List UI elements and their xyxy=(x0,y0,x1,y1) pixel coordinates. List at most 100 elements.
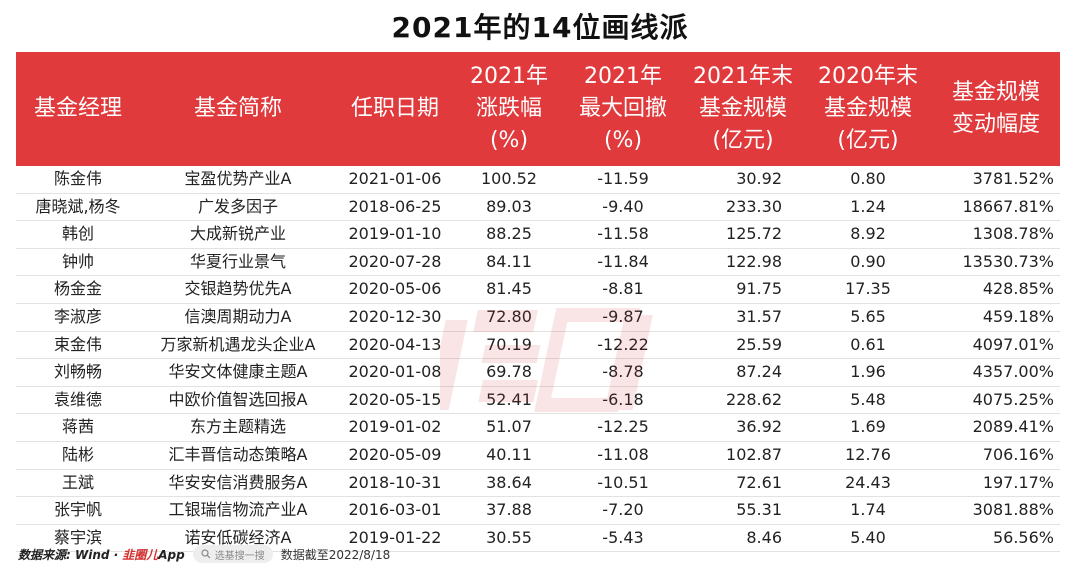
start-date-cell: 2018-10-31 xyxy=(336,469,454,498)
brand-logo: 韭圈儿App xyxy=(122,546,184,563)
start-date-cell: 2020-04-13 xyxy=(336,331,454,360)
fund-name-cell: 华安安信消费服务A xyxy=(140,469,336,498)
drawdown-cell: -10.51 xyxy=(564,469,682,498)
start-date-cell: 2020-05-09 xyxy=(336,441,454,470)
manager-cell: 陈金伟 xyxy=(16,166,140,194)
manager-cell: 蔡宇滨 xyxy=(16,524,140,553)
aum-change-cell: 4357.00% xyxy=(932,358,1060,387)
header-start-date: 任职日期 xyxy=(336,52,454,166)
aum-2021-cell: 233.30 xyxy=(682,193,804,222)
aum-2021-cell: 36.92 xyxy=(682,413,804,442)
fund-name-cell: 华夏行业景气 xyxy=(140,248,336,277)
table-row: 韩创 大成新锐产业 2019-01-10 88.25 -11.58 125.72 8.92 1… xyxy=(16,220,1060,249)
aum-change-cell: 4097.01% xyxy=(932,331,1060,360)
aum-change-cell: 3081.88% xyxy=(932,496,1060,525)
return-cell: 81.45 xyxy=(454,275,564,304)
header-line: 2021年 xyxy=(470,64,548,89)
header-line: (亿元) xyxy=(837,128,899,153)
header-line: 变动幅度 xyxy=(951,112,1040,137)
search-box[interactable]: 选基搜一搜 xyxy=(192,545,273,563)
drawdown-cell: -5.43 xyxy=(564,524,682,553)
drawdown-cell: -9.40 xyxy=(564,193,682,222)
fund-name-cell: 华安文体健康主题A xyxy=(140,358,336,387)
header-line: 基金规模 xyxy=(698,96,787,121)
drawdown-cell: -11.58 xyxy=(564,220,682,249)
return-cell: 40.11 xyxy=(454,441,564,470)
manager-cell: 袁维德 xyxy=(16,386,140,415)
table-row: 杨金金 交银趋势优先A 2020-05-06 81.45 -8.81 91.75 17.35… xyxy=(16,275,1060,304)
fund-name-cell: 广发多因子 xyxy=(140,193,336,222)
manager-cell: 张宇帆 xyxy=(16,496,140,525)
manager-cell: 韩创 xyxy=(16,220,140,249)
aum-change-cell: 4075.25% xyxy=(932,386,1060,415)
table-row: 唐晓斌,杨冬 广发多因子 2018-06-25 89.03 -9.40 233.30 1.2… xyxy=(16,193,1060,222)
start-date-cell: 2020-07-28 xyxy=(336,248,454,277)
aum-2020-cell: 0.61 xyxy=(804,331,932,360)
fund-name-cell: 交银趋势优先A xyxy=(140,275,336,304)
header-line: 涨跌幅 xyxy=(475,96,542,121)
manager-cell: 杨金金 xyxy=(16,275,140,304)
table-row: 束金伟 万家新机遇龙头企业A 2020-04-13 70.19 -12.22 25.59 0… xyxy=(16,331,1060,360)
start-date-cell: 2016-03-01 xyxy=(336,496,454,525)
return-cell: 30.55 xyxy=(454,524,564,553)
data-date-note: 数据截至2022/8/18 xyxy=(280,547,391,562)
header-line: 基金规模 xyxy=(823,96,912,121)
search-placeholder: 选基搜一搜 xyxy=(214,550,265,562)
aum-2021-cell: 8.46 xyxy=(682,524,804,553)
header-line: 基金规模 xyxy=(951,80,1040,105)
table-row: 陆彬 汇丰晋信动态策略A 2020-05-09 40.11 -11.08 102.87 12… xyxy=(16,441,1060,470)
aum-2021-cell: 72.61 xyxy=(682,469,804,498)
table-row: 陈金伟 宝盈优势产业A 2021-01-06 100.52 -11.59 30.92 0.8… xyxy=(16,166,1060,194)
start-date-cell: 2020-05-06 xyxy=(336,275,454,304)
aum-2020-cell: 1.69 xyxy=(804,413,932,442)
data-source-label: 数据来源: Wind · xyxy=(18,547,119,562)
header-manager: 基金经理 xyxy=(16,52,140,166)
table-row: 袁维德 中欧价值智选回报A 2020-05-15 52.41 -6.18 228.62 5.… xyxy=(16,386,1060,415)
return-cell: 88.25 xyxy=(454,220,564,249)
aum-change-cell: 18667.81% xyxy=(932,193,1060,222)
header-line: 基金经理 xyxy=(33,96,122,121)
start-date-cell: 2019-01-02 xyxy=(336,413,454,442)
header-line: 2020年末 xyxy=(818,64,918,89)
drawdown-cell: -12.25 xyxy=(564,413,682,442)
drawdown-cell: -11.84 xyxy=(564,248,682,277)
start-date-cell: 2018-06-25 xyxy=(336,193,454,222)
aum-2020-cell: 1.74 xyxy=(804,496,932,525)
footer: 数据来源: Wind · 韭圈儿App 选基搜一搜 数据截至2022/8/18 xyxy=(18,544,390,564)
aum-2021-cell: 25.59 xyxy=(682,331,804,360)
page-title: 2021年的14位画线派 xyxy=(391,11,689,44)
header-line: 任职日期 xyxy=(350,96,439,121)
drawdown-cell: -6.18 xyxy=(564,386,682,415)
aum-2021-cell: 87.24 xyxy=(682,358,804,387)
drawdown-cell: -12.22 xyxy=(564,331,682,360)
header-return-2021: 2021年 涨跌幅 (%) xyxy=(454,52,564,166)
aum-2020-cell: 8.92 xyxy=(804,220,932,249)
fund-table-container: 基金经理 基金简称 任职日期 2021年 涨跌幅 (%) 2021年 最大回撤 (%) 2021年… xyxy=(16,52,1060,553)
return-cell: 100.52 xyxy=(454,166,564,194)
return-cell: 72.80 xyxy=(454,303,564,332)
start-date-cell: 2019-01-22 xyxy=(336,524,454,553)
aum-2020-cell: 17.35 xyxy=(804,275,932,304)
start-date-cell: 2020-05-15 xyxy=(336,386,454,415)
return-cell: 38.64 xyxy=(454,469,564,498)
start-date-cell: 2020-12-30 xyxy=(336,303,454,332)
header-line: 2021年 xyxy=(584,64,662,89)
aum-2020-cell: 1.24 xyxy=(804,193,932,222)
manager-cell: 王斌 xyxy=(16,469,140,498)
drawdown-cell: -11.08 xyxy=(564,441,682,470)
aum-2020-cell: 1.96 xyxy=(804,358,932,387)
table-row: 刘畅畅 华安文体健康主题A 2020-01-08 69.78 -8.78 87.24 1.9… xyxy=(16,358,1060,387)
table-body: 陈金伟 宝盈优势产业A 2021-01-06 100.52 -11.59 30.92 0.8… xyxy=(16,166,1060,553)
header-aum-change: 基金规模 变动幅度 xyxy=(932,52,1060,166)
return-cell: 69.78 xyxy=(454,358,564,387)
fund-name-cell: 中欧价值智选回报A xyxy=(140,386,336,415)
fund-name-cell: 大成新锐产业 xyxy=(140,220,336,249)
brand-name: 韭圈儿 xyxy=(122,547,159,562)
return-cell: 70.19 xyxy=(454,331,564,360)
table-row: 钟帅 华夏行业景气 2020-07-28 84.11 -11.84 122.98 0.90 1… xyxy=(16,248,1060,277)
header-aum-2021: 2021年末 基金规模 (亿元) xyxy=(682,52,804,166)
header-line: (%) xyxy=(603,128,643,153)
header-line: (亿元) xyxy=(712,128,774,153)
aum-change-cell: 197.17% xyxy=(932,469,1060,498)
aum-change-cell: 56.56% xyxy=(932,524,1060,553)
